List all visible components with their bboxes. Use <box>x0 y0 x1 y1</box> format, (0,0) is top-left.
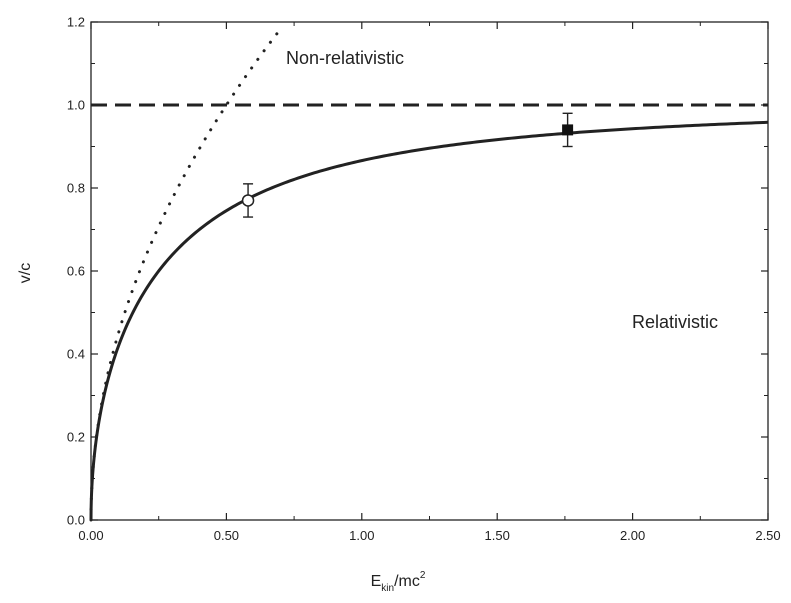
x-tick-label: 2.50 <box>755 528 780 543</box>
series-line-dotted <box>89 27 283 522</box>
x-tick-label: 0.00 <box>78 528 103 543</box>
series-line-solid <box>89 120 769 521</box>
x-tick-label: 0.50 <box>214 528 239 543</box>
y-tick-label: 0.2 <box>67 430 85 445</box>
y-tick-label: 0.6 <box>67 264 85 279</box>
points-group <box>241 112 574 218</box>
data-point-filled-square <box>562 124 574 136</box>
ticks-group <box>90 21 769 521</box>
tick-labels-group: 0.00 0.50 1.00 1.50 2.00 2.50 0.0 0.2 0.4 0.6 0.8 1… <box>67 15 781 544</box>
y-axis-label: v/c <box>17 263 34 283</box>
y-tick-label: 1.0 <box>67 98 85 113</box>
x-axis-label-rest: /mc <box>394 573 420 590</box>
plot-frame-group <box>90 21 769 521</box>
x-tick-label: 1.00 <box>349 528 374 543</box>
x-axis-label: Ekin/mc2 <box>371 570 426 594</box>
annotation-non-relativistic: Non-relativistic <box>286 48 404 68</box>
y-tick-label: 0.0 <box>67 513 85 528</box>
series-group <box>89 27 769 522</box>
y-tick-label: 0.8 <box>67 181 85 196</box>
data-point-open-circle <box>241 194 255 207</box>
plot-frame <box>90 21 769 521</box>
y-tick-label: 0.4 <box>67 347 85 362</box>
annotation-relativistic: Relativistic <box>632 312 718 332</box>
x-axis-label-main: E <box>371 573 382 590</box>
x-axis-label-sub: kin <box>381 583 394 594</box>
x-tick-label: 2.00 <box>620 528 645 543</box>
x-axis-label-sup: 2 <box>420 570 426 581</box>
y-tick-label: 1.2 <box>67 15 85 30</box>
x-tick-label: 1.50 <box>485 528 510 543</box>
